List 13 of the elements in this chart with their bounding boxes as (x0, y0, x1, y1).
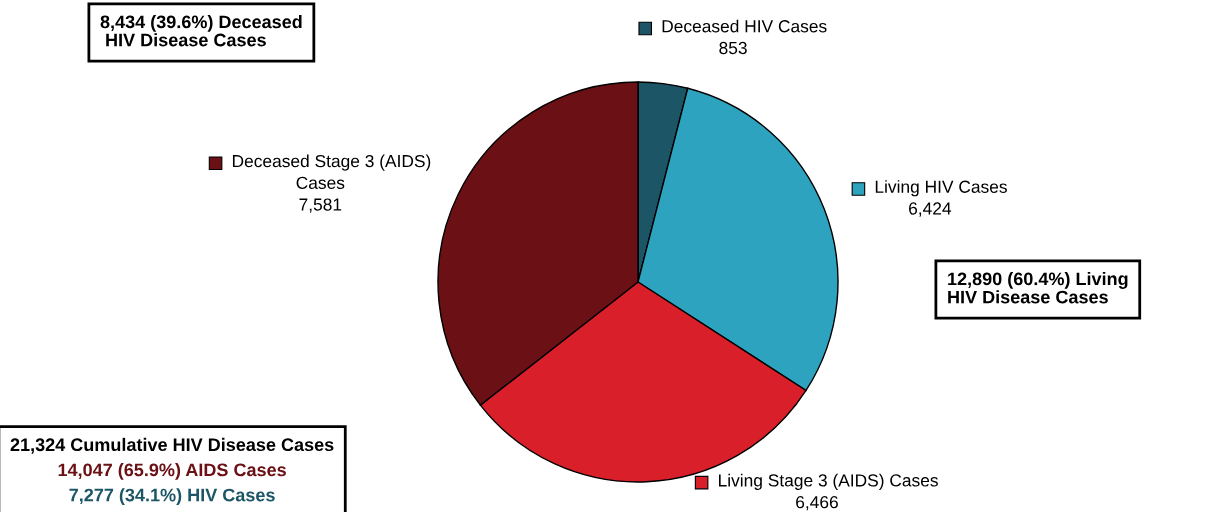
legend-label: Deceased Stage 3 (AIDS) Cases (232, 154, 431, 189)
text: 12,890 (60.4%) Living HIV Disease Cases (948, 272, 1128, 304)
text: 7,277 (34.1%) HIV Cases (69, 488, 275, 505)
text: 8,434 (39.6%) Deceased HIV Disease Cases (100, 15, 302, 47)
data-label: 6,466 (796, 496, 838, 511)
legend-label: Living Stage 3 (AIDS) Cases (719, 473, 938, 490)
data-label: 853 (719, 41, 747, 55)
legend-label: Deceased HIV Cases (662, 19, 827, 33)
data-label: 7,581 (299, 198, 342, 213)
data-label: 6,424 (909, 202, 952, 217)
legend-label: Living HIV Cases (875, 180, 1007, 197)
text: 14,047 (65.9%) AIDS Cases (58, 463, 286, 480)
text: 21,324 Cumulative HIV Disease Cases (10, 437, 334, 454)
